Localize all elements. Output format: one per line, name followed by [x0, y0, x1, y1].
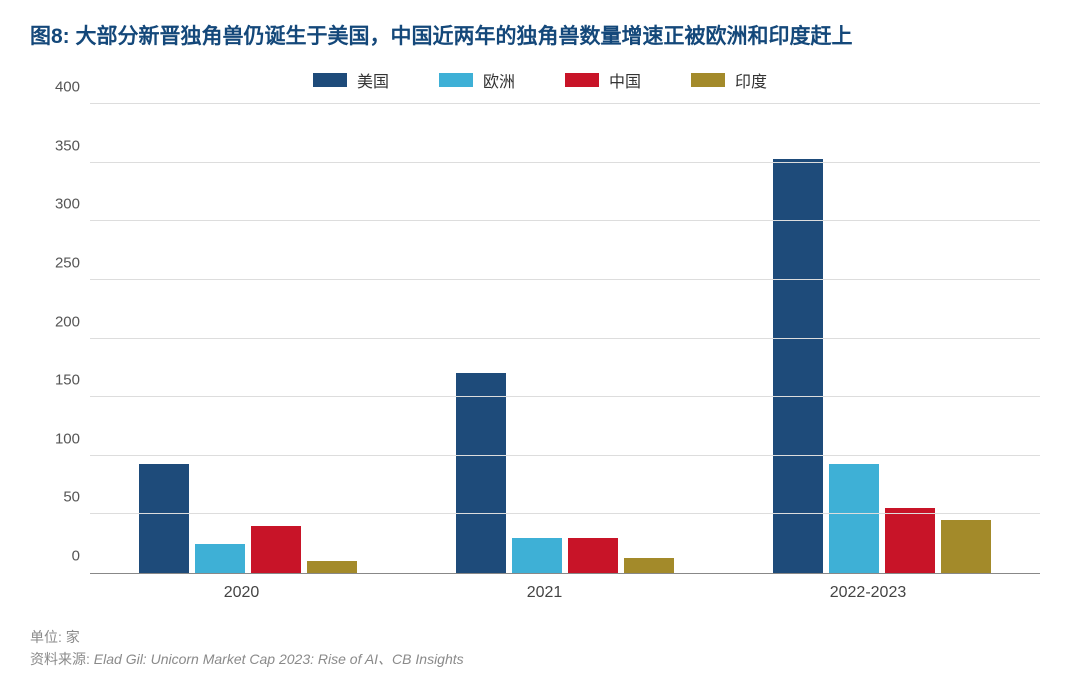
unit-label: 单位: 家 [30, 626, 1050, 648]
gridline [90, 162, 1040, 163]
gridline [90, 103, 1040, 104]
bar-group [773, 159, 991, 573]
bar [512, 538, 562, 573]
y-tick-label: 150 [40, 372, 80, 389]
bar [456, 373, 506, 573]
bar [568, 538, 618, 573]
bar [624, 558, 674, 573]
y-tick-label: 200 [40, 313, 80, 330]
y-tick-label: 350 [40, 137, 80, 154]
x-tick-label: 2021 [527, 584, 563, 602]
bar [829, 464, 879, 573]
legend: 美国 欧洲 中国 印度 [30, 68, 1050, 92]
bar-groups [90, 104, 1040, 573]
legend-swatch [691, 73, 725, 87]
x-axis: 2020 2021 2022-2023 [90, 574, 1040, 602]
y-tick-label: 0 [40, 548, 80, 565]
y-tick-label: 400 [40, 79, 80, 96]
legend-label: 美国 [357, 68, 389, 92]
legend-swatch [439, 73, 473, 87]
legend-item: 欧洲 [439, 68, 515, 92]
bar [307, 561, 357, 573]
gridline [90, 455, 1040, 456]
gridline [90, 513, 1040, 514]
y-tick-label: 300 [40, 196, 80, 213]
y-tick-label: 250 [40, 254, 80, 271]
legend-swatch [565, 73, 599, 87]
x-tick-label: 2022-2023 [830, 584, 907, 602]
bar [885, 508, 935, 573]
chart-plot-area: 050100150200250300350400 [90, 104, 1040, 574]
y-tick-label: 100 [40, 430, 80, 447]
legend-swatch [313, 73, 347, 87]
bar-group [456, 373, 674, 573]
legend-label: 欧洲 [483, 68, 515, 92]
bar [251, 526, 301, 573]
bar [773, 159, 823, 573]
x-tick-label: 2020 [224, 584, 260, 602]
bar [941, 520, 991, 573]
legend-item: 印度 [691, 68, 767, 92]
gridline [90, 338, 1040, 339]
bar [195, 544, 245, 573]
legend-label: 中国 [609, 68, 641, 92]
legend-label: 印度 [735, 68, 767, 92]
bar [139, 464, 189, 573]
chart-title: 图8: 大部分新晋独角兽仍诞生于美国，中国近两年的独角兽数量增速正被欧洲和印度赶… [30, 20, 1050, 50]
source-label: 资料来源: Elad Gil: Unicorn Market Cap 2023:… [30, 648, 1050, 670]
gridline [90, 220, 1040, 221]
y-tick-label: 50 [40, 489, 80, 506]
legend-item: 中国 [565, 68, 641, 92]
legend-item: 美国 [313, 68, 389, 92]
gridline [90, 396, 1040, 397]
bar-group [139, 464, 357, 573]
chart-footer: 单位: 家 资料来源: Elad Gil: Unicorn Market Cap… [30, 626, 1050, 671]
gridline [90, 279, 1040, 280]
